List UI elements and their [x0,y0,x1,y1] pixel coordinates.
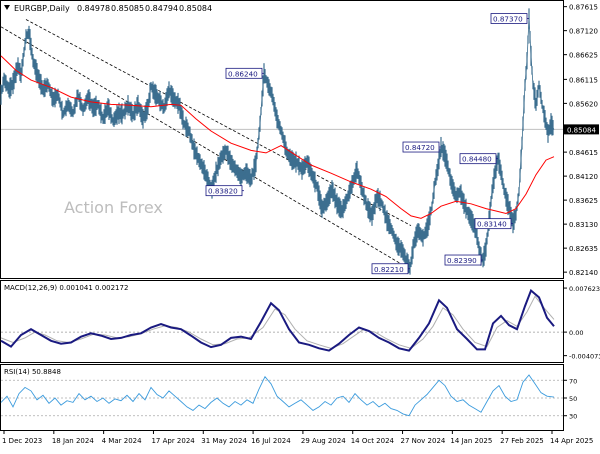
rsi-tick-label: 70 [569,377,577,385]
price-tick-label: 0.84615 [569,149,598,157]
macd-title: MACD(12,26,9) 0.001041 0.002172 [4,284,128,292]
price-label-text: 0.83820 [208,187,238,196]
time-axis: 1 Dec 2023 18 Jan 2024 4 Mar 2024 17 Apr 20… [2,431,593,445]
macd-axis: 0.007623 0.00 -0.004073 [563,285,600,361]
macd-tick-label: 0.00 [569,329,583,337]
macd-line [0,288,555,352]
price-tick-label: 0.83625 [569,197,598,205]
price-label-text: 0.83140 [477,220,507,229]
price-label-box [474,218,512,230]
price-tick-label: 0.83130 [569,221,598,229]
time-tick-label: 17 Apr 2024 [151,437,195,445]
time-tick-label: 14 Jan 2025 [450,437,492,445]
macd-tick-label: -0.004073 [569,353,600,361]
price-tick-label: 0.86625 [569,52,598,60]
time-tick-label: 27 Feb 2025 [500,437,544,445]
rsi-tick-label: 50 [569,395,577,403]
price-panel-frame [0,0,564,279]
macd-panel-frame [0,280,564,363]
rsi-line [0,374,555,417]
time-tick-label: 1 Dec 2023 [2,437,42,445]
price-label-text: 0.82390 [447,256,477,265]
price-tick-label: 0.86115 [569,76,598,84]
ohlc-high: 0.85085 [111,4,144,13]
price-label-box [371,263,409,275]
price-label-box [205,185,243,197]
rsi-axis: 70 50 30 [563,377,577,421]
price-tick-label: 0.82140 [569,269,598,277]
price-label-text: 0.84720 [405,143,435,152]
current-price-tag [564,124,599,135]
price-label-text: 0.82210 [374,265,404,274]
time-tick-label: 4 Mar 2024 [102,437,142,445]
price-tick-label: 0.85620 [569,100,598,108]
rsi-title: RSI(14) 50.8848 [4,368,61,376]
macd-series-layer [0,288,563,352]
price-label-text: 0.84480 [462,155,492,164]
price-tick-label: 0.82635 [569,245,598,253]
time-tick-label: 29 Aug 2024 [301,437,346,445]
price-label-box [459,153,497,165]
time-tick-label: 31 May 2024 [201,437,247,445]
price-labels-layer: 0.87370 0.86240 0.84720 0.84480 0.83820 0.831… [205,13,529,275]
ohlc-low: 0.84794 [145,4,178,13]
price-label-box [490,13,528,24]
chart-header: EURGBP,Daily 0.84978 0.85085 0.84794 0.8… [4,4,212,13]
macd-tick-label: 0.007623 [569,285,600,293]
symbol-label: EURGBP,Daily [14,4,70,13]
price-tick-label: 0.84120 [569,173,598,181]
menu-triangle-icon[interactable] [4,5,10,10]
time-tick-label: 14 Oct 2024 [351,437,395,445]
price-label-box [402,141,440,153]
ohlc-close: 0.85084 [179,4,212,13]
price-series-layer [0,8,563,275]
time-tick-label: 14 Apr 2025 [550,437,593,445]
ohlc-open: 0.84978 [77,4,110,13]
price-tick-label: 0.87120 [569,28,598,36]
price-label-box [225,67,263,79]
watermark: Action Forex [64,198,163,217]
price-label-text: 0.86240 [228,69,258,78]
price-tick-label: 0.87615 [569,4,598,12]
price-label-text: 0.87370 [493,15,523,24]
time-tick-label: 16 Jul 2024 [251,437,291,445]
price-line [0,18,555,270]
trendline-upper [25,19,412,226]
rsi-series-layer [0,374,563,417]
trendline-lower [0,26,407,268]
current-price-text: 0.85084 [567,126,596,134]
rsi-tick-label: 30 [569,413,577,421]
time-tick-label: 18 Jan 2024 [52,437,95,445]
price-label-box [444,254,482,266]
price-axis: 0.876150.871200.866250.861150.856200.851… [563,4,599,277]
time-tick-label: 27 Nov 2024 [401,437,446,445]
moving-average-line [0,55,555,219]
